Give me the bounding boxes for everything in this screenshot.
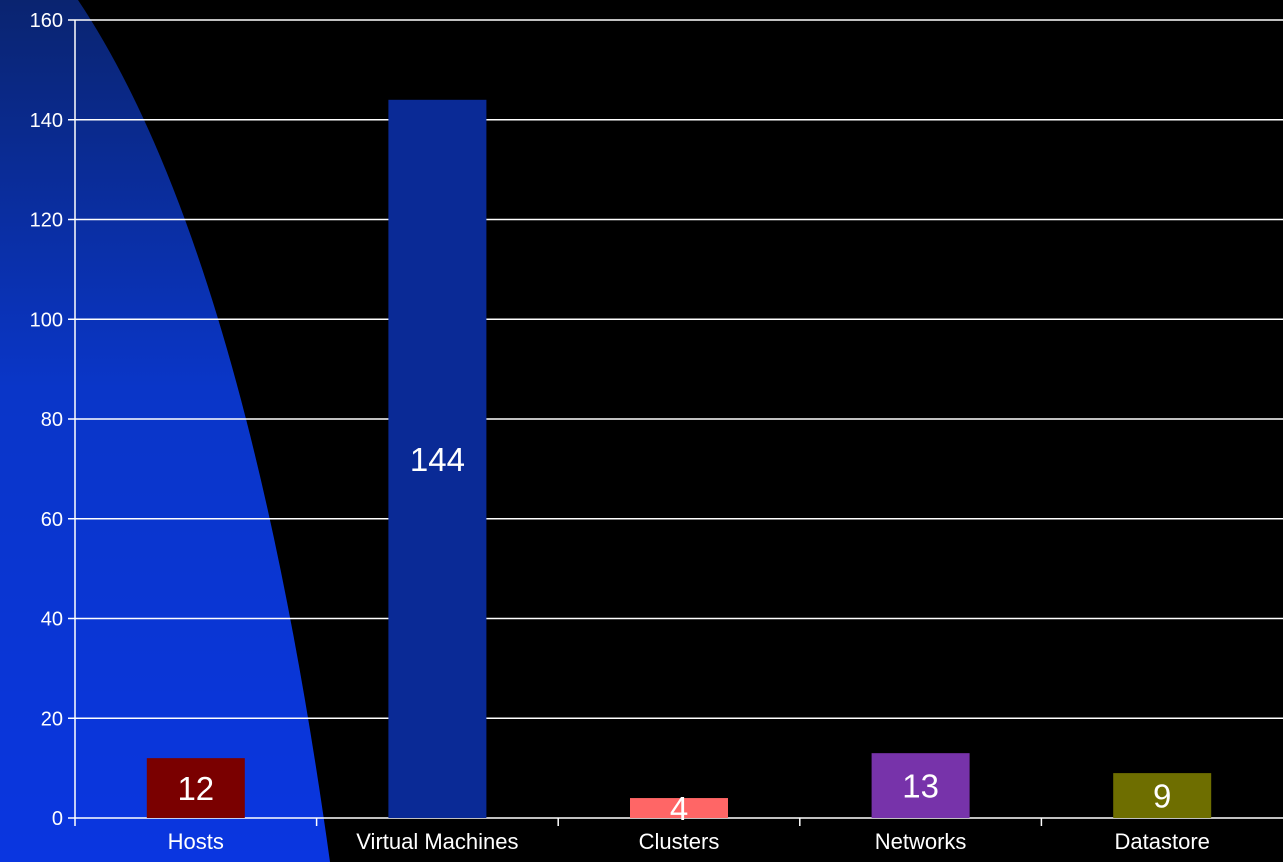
data-label: 4 <box>670 790 688 827</box>
y-tick-label: 140 <box>30 110 63 132</box>
y-tick-label: 0 <box>52 808 63 830</box>
x-category-label: Networks <box>875 829 967 854</box>
bar-clusters <box>630 798 728 818</box>
x-category-label: Virtual Machines <box>356 829 518 854</box>
bar-virtual-machines <box>388 99 487 819</box>
data-label: 13 <box>902 768 939 805</box>
y-tick-label: 100 <box>30 309 63 331</box>
data-label: 9 <box>1153 778 1171 815</box>
y-tick-label: 160 <box>30 10 63 32</box>
data-label: 12 <box>177 770 214 807</box>
x-category-label: Hosts <box>168 829 224 854</box>
y-tick-label: 80 <box>41 409 63 431</box>
y-tick-label: 20 <box>41 708 63 730</box>
y-tick-label: 60 <box>41 509 63 531</box>
data-label: 144 <box>410 441 465 478</box>
bar-hosts <box>146 758 245 818</box>
x-category-label: Clusters <box>639 829 720 854</box>
bar-networks <box>871 753 970 818</box>
y-tick-label: 120 <box>30 210 63 232</box>
x-category-label: Datastore <box>1115 829 1210 854</box>
y-tick-label: 40 <box>41 609 63 631</box>
bar-datastore <box>1113 773 1212 818</box>
